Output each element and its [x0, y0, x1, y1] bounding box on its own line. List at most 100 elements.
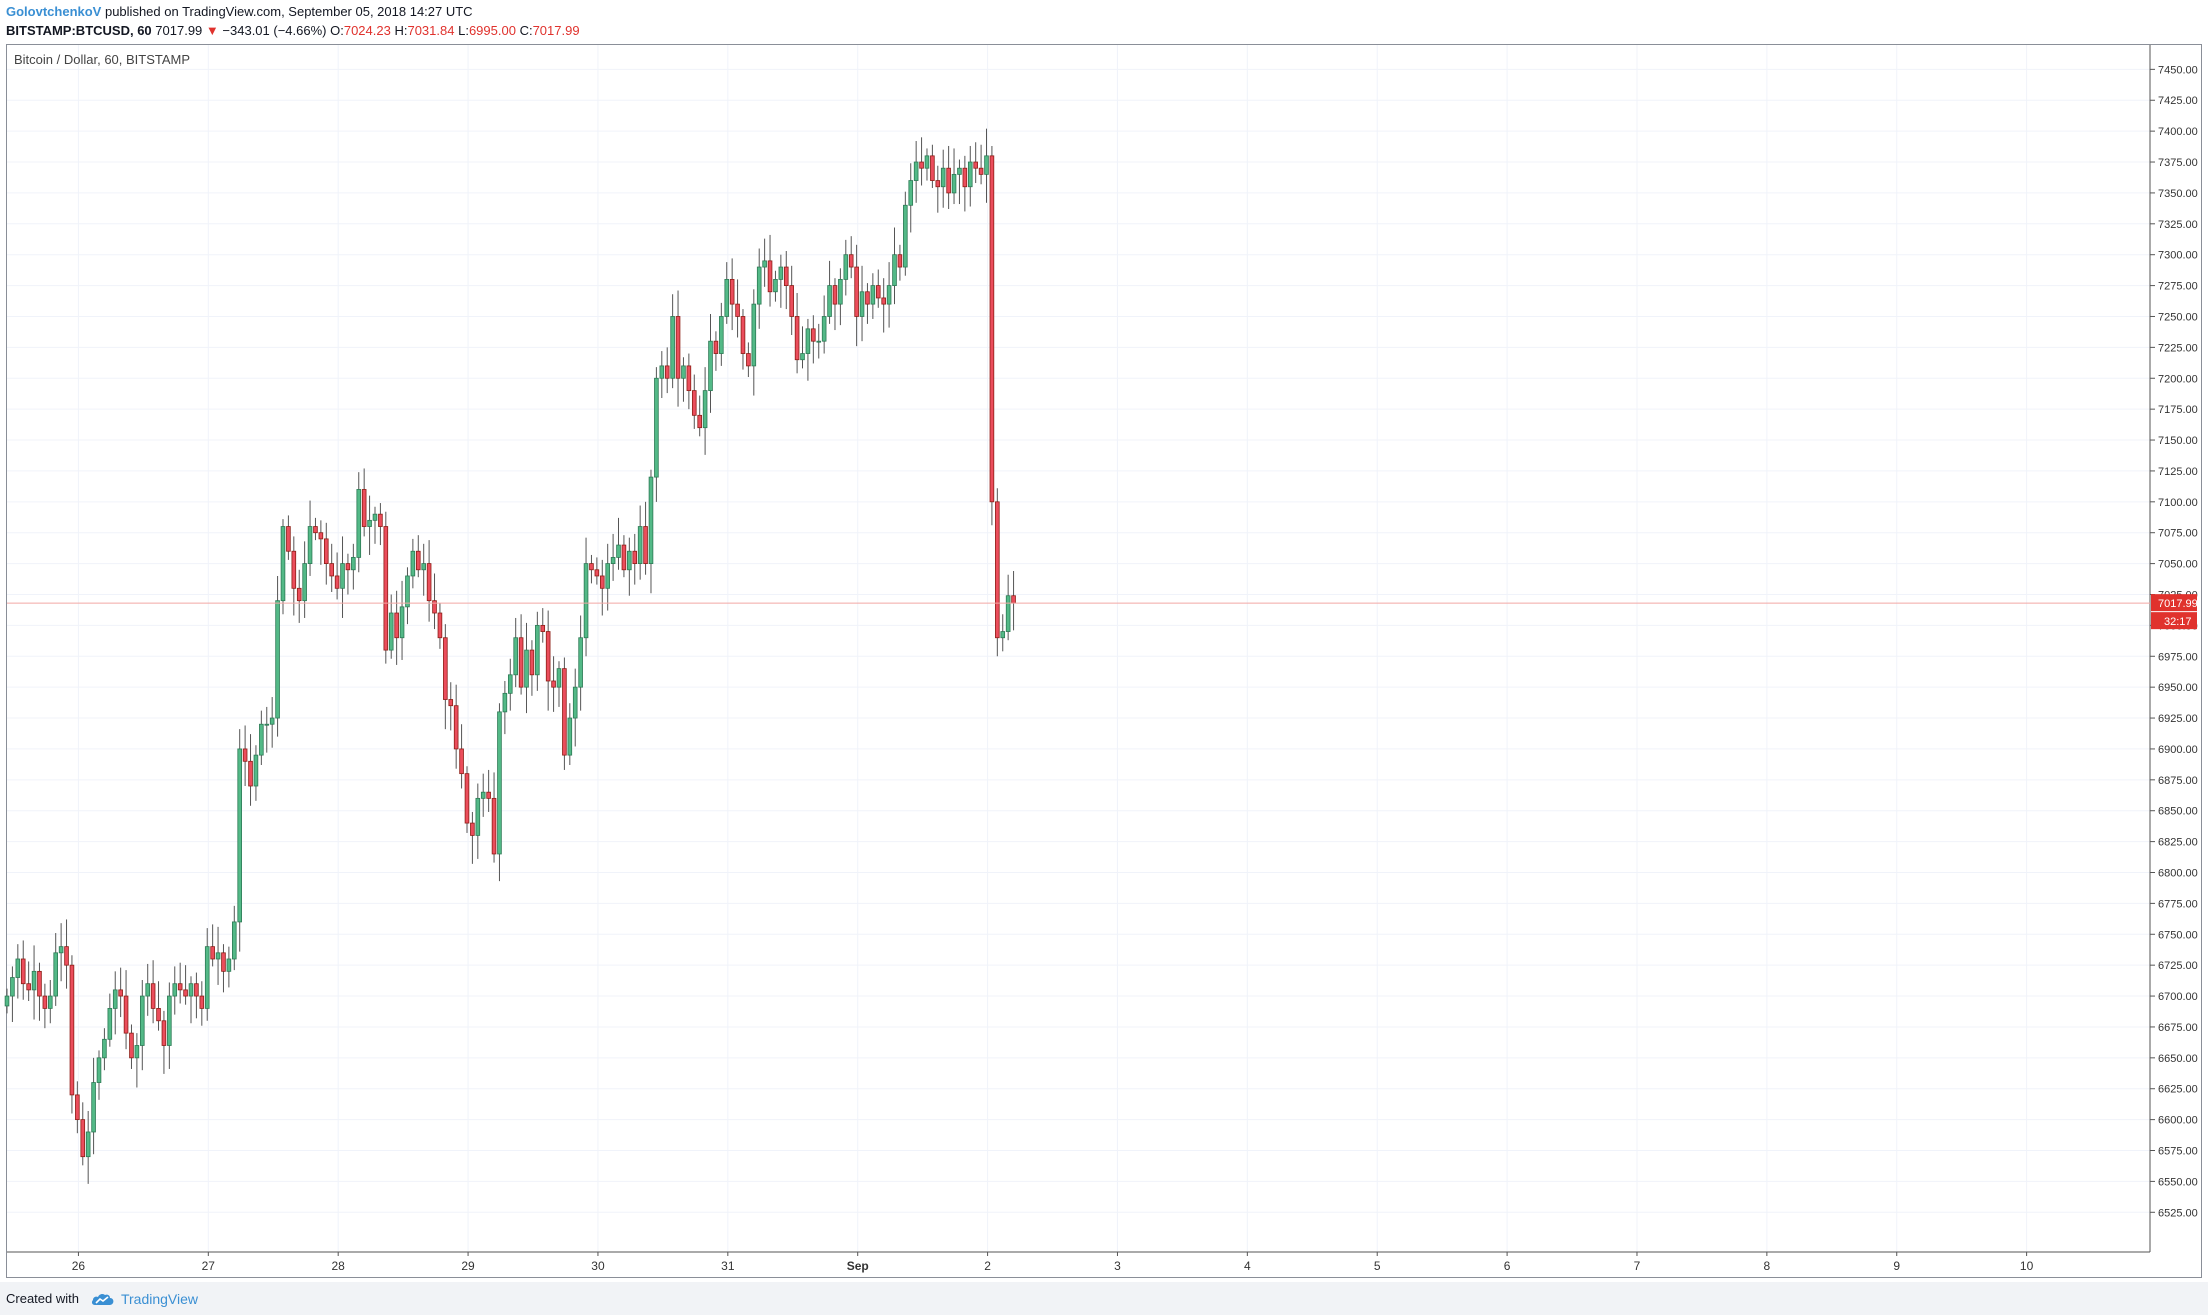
- candle-body: [746, 353, 751, 367]
- candle-body: [204, 946, 210, 1009]
- candle-body: [886, 285, 892, 305]
- low-value: 6995.00: [468, 23, 516, 38]
- candle-body: [329, 563, 334, 577]
- chart-frame[interactable]: [6, 44, 2202, 1278]
- y-tick-label: 7050.00: [2158, 559, 2198, 571]
- candle-body: [865, 291, 870, 305]
- candle-body: [832, 285, 838, 305]
- candle-body: [253, 754, 259, 787]
- candle-body: [897, 254, 903, 268]
- candle-body: [480, 791, 486, 799]
- candle-body: [946, 167, 951, 194]
- x-tick-label: 30: [591, 1259, 605, 1273]
- candle-body: [453, 705, 459, 750]
- x-tick-label: 5: [1374, 1259, 1381, 1273]
- candle-body: [957, 167, 962, 175]
- candle-body: [226, 958, 232, 972]
- y-tick-label: 7175.00: [2158, 404, 2198, 416]
- candle-body: [719, 316, 724, 354]
- candle-body: [507, 674, 513, 694]
- author-link[interactable]: GolovtchenkoV: [6, 4, 102, 19]
- x-tick-label: 3: [1114, 1259, 1121, 1273]
- candle-body: [778, 266, 784, 280]
- candle-body: [145, 983, 150, 997]
- countdown-label: 32:17: [2164, 616, 2192, 628]
- candle-body: [37, 970, 42, 997]
- candle-body: [118, 989, 123, 997]
- candle-body: [269, 717, 275, 725]
- open-label: O:: [330, 23, 344, 38]
- tradingview-brand-link[interactable]: TradingView: [120, 1290, 199, 1307]
- candle-body: [394, 612, 399, 639]
- y-tick-label: 6725.00: [2158, 960, 2198, 972]
- candle-body: [751, 303, 757, 367]
- x-tick-label: 26: [72, 1259, 86, 1273]
- close-value: 7017.99: [532, 23, 580, 38]
- last-price-label: 7017.99: [2158, 598, 2198, 610]
- candle-body: [811, 328, 816, 342]
- y-tick-label: 6950.00: [2158, 682, 2198, 694]
- candle-body: [756, 266, 762, 305]
- candle-body: [1011, 595, 1016, 604]
- candle-body: [1000, 631, 1006, 639]
- candle-body: [962, 167, 968, 188]
- candle-body: [913, 161, 919, 181]
- candle-body: [978, 167, 984, 175]
- candle-body: [334, 575, 340, 589]
- candle-body: [643, 526, 648, 564]
- y-tick-label: 6600.00: [2158, 1115, 2198, 1127]
- candle-body: [47, 995, 53, 1009]
- candle-body: [589, 563, 594, 571]
- y-tick-label: 7200.00: [2158, 373, 2198, 385]
- candle-body: [691, 390, 697, 416]
- candle-body: [637, 526, 643, 564]
- x-tick-label: 27: [202, 1259, 216, 1273]
- candle-body: [967, 161, 973, 188]
- candle-body: [827, 285, 832, 317]
- y-tick-label: 7100.00: [2158, 497, 2198, 509]
- y-tick-label: 7375.00: [2158, 157, 2198, 169]
- candle-body: [648, 476, 654, 564]
- candle-body: [973, 161, 978, 169]
- y-tick-label: 6875.00: [2158, 775, 2198, 787]
- candle-body: [524, 649, 529, 688]
- candle-body: [583, 563, 589, 639]
- candle-body: [664, 365, 670, 379]
- price-change: −343.01 (−4.66%): [222, 23, 327, 38]
- candle-body: [4, 995, 10, 1007]
- candle-body: [599, 575, 605, 589]
- candle-body: [930, 155, 935, 181]
- created-with-label: Created with: [6, 1291, 79, 1306]
- candle-body: [767, 260, 773, 293]
- candle-body: [951, 173, 957, 194]
- candle-body: [302, 563, 307, 602]
- tradingview-cloud-icon[interactable]: [91, 1292, 115, 1306]
- y-tick-label: 6850.00: [2158, 806, 2198, 818]
- candle-body: [399, 606, 405, 639]
- candle-body: [794, 316, 800, 361]
- candle-body: [351, 557, 356, 571]
- candlestick-chart[interactable]: 7450.00 7425.00 7400.00 7375.00 7350.00 7325.…: [0, 0, 2208, 1282]
- candle-body: [572, 686, 578, 719]
- candle-body: [470, 822, 475, 836]
- candle-body: [20, 958, 26, 985]
- candle-body: [31, 970, 37, 991]
- candle-body: [259, 723, 264, 756]
- candle-body: [859, 291, 865, 317]
- candle-body: [513, 637, 518, 676]
- x-tick-label: 6: [1504, 1259, 1511, 1273]
- candle-body: [567, 717, 573, 756]
- candle-body: [535, 624, 540, 676]
- candle-body: [464, 773, 470, 824]
- candle-body: [783, 266, 789, 286]
- publish-line: GolovtchenkoV published on TradingView.c…: [6, 2, 2202, 21]
- candle-body: [42, 995, 48, 1009]
- candle-body: [459, 748, 464, 775]
- candle-body: [805, 328, 811, 354]
- y-tick-label: 7075.00: [2158, 528, 2198, 540]
- candle-body: [713, 340, 719, 354]
- candle-body: [372, 513, 378, 521]
- y-tick-label: 7400.00: [2158, 126, 2198, 138]
- candle-body: [10, 977, 15, 997]
- candle-body: [935, 180, 941, 188]
